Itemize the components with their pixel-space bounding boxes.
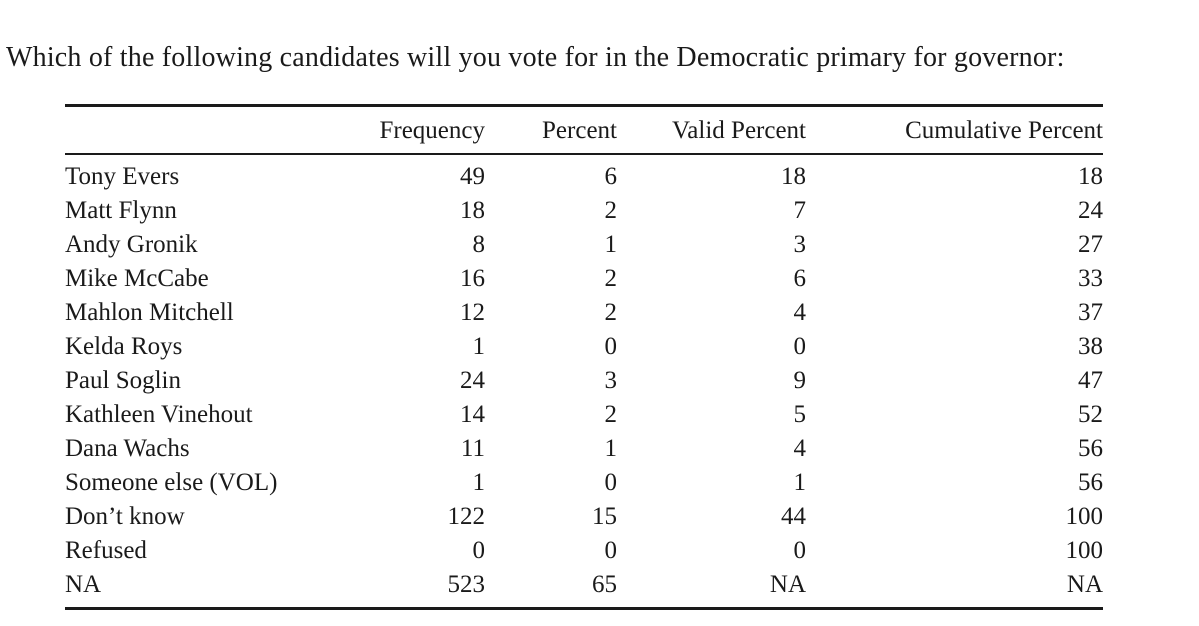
cell-cumulative-percent: 37	[1078, 299, 1103, 326]
cell-valid-percent: 4	[793, 299, 807, 326]
cell-valid-percent: 18	[781, 163, 806, 190]
row-label: Paul Soglin	[65, 367, 181, 394]
table-body: Tony Evers 49 6 18 18 Matt Flynn 18 2 7 …	[65, 154, 1103, 609]
cell-valid-percent: 1	[793, 469, 807, 496]
cell-valid-percent: 9	[793, 367, 807, 394]
row-label: Kelda Roys	[65, 333, 183, 360]
cell-percent: 0	[604, 537, 618, 564]
table-row: Someone else (VOL) 1 0 1 56	[65, 466, 1103, 500]
cell-valid-percent: 3	[793, 231, 807, 258]
row-label: Mike McCabe	[65, 265, 209, 292]
row-label: Mahlon Mitchell	[65, 299, 234, 326]
table-row: Tony Evers 49 6 18 18	[65, 154, 1103, 194]
cell-frequency: 18	[460, 197, 485, 224]
cell-frequency: 0	[472, 537, 486, 564]
column-header-frequency: Frequency	[360, 105, 485, 155]
cell-percent: 0	[604, 333, 618, 360]
table-row: NA 523 65 NA NA	[65, 568, 1103, 609]
cell-percent: 3	[604, 367, 618, 394]
cell-cumulative-percent: 47	[1078, 367, 1103, 394]
frequency-table-wrap: Frequency Percent Valid Percent Cumulati…	[65, 104, 1199, 610]
cell-percent: 1	[604, 435, 618, 462]
row-label: Someone else (VOL)	[65, 469, 278, 496]
cell-valid-percent: 0	[793, 333, 807, 360]
cell-valid-percent: 7	[793, 197, 807, 224]
table-row: Kathleen Vinehout 14 2 5 52	[65, 398, 1103, 432]
cell-frequency: 1	[472, 333, 486, 360]
cell-cumulative-percent: 52	[1078, 401, 1103, 428]
row-label: Kathleen Vinehout	[65, 401, 253, 428]
cell-valid-percent: 5	[793, 401, 807, 428]
table-row: Refused 0 0 0 100	[65, 534, 1103, 568]
row-label: Andy Gronik	[65, 231, 198, 258]
cell-frequency: 14	[460, 401, 485, 428]
cell-frequency: 24	[460, 367, 485, 394]
cell-cumulative-percent: 24	[1078, 197, 1103, 224]
frequency-table: Frequency Percent Valid Percent Cumulati…	[65, 104, 1103, 610]
cell-cumulative-percent: 100	[1065, 537, 1104, 564]
row-label: Matt Flynn	[65, 197, 177, 224]
corner-cell	[65, 105, 360, 155]
cell-percent: 0	[604, 469, 618, 496]
cell-percent: 2	[604, 401, 618, 428]
cell-frequency: 122	[447, 503, 486, 530]
cell-percent: 6	[604, 163, 618, 190]
cell-frequency: 1	[472, 469, 486, 496]
table-row: Kelda Roys 1 0 0 38	[65, 330, 1103, 364]
row-label: Refused	[65, 537, 147, 564]
row-label: Dana Wachs	[65, 435, 190, 462]
cell-cumulative-percent: 100	[1065, 503, 1104, 530]
cell-cumulative-percent: 38	[1078, 333, 1103, 360]
header-row: Frequency Percent Valid Percent Cumulati…	[65, 105, 1103, 155]
cell-valid-percent: 44	[781, 503, 806, 530]
column-header-valid-percent: Valid Percent	[617, 105, 806, 155]
cell-cumulative-percent: NA	[1066, 571, 1103, 598]
cell-valid-percent: NA	[769, 571, 806, 598]
table-row: Don’t know 122 15 44 100	[65, 500, 1103, 534]
table-row: Matt Flynn 18 2 7 24	[65, 194, 1103, 228]
table-row: Paul Soglin 24 3 9 47	[65, 364, 1103, 398]
cell-frequency: 8	[472, 231, 486, 258]
column-header-cumulative-percent: Cumulative Percent	[806, 105, 1103, 155]
question-text: Which of the following candidates will y…	[6, 42, 1065, 73]
cell-frequency: 49	[460, 163, 485, 190]
cell-valid-percent: 4	[793, 435, 807, 462]
table-row: Mahlon Mitchell 12 2 4 37	[65, 296, 1103, 330]
row-label: Don’t know	[65, 503, 185, 530]
cell-valid-percent: 0	[793, 537, 807, 564]
table-header: Frequency Percent Valid Percent Cumulati…	[65, 105, 1103, 155]
cell-frequency: 16	[460, 265, 485, 292]
table-row: Andy Gronik 8 1 3 27	[65, 228, 1103, 262]
cell-frequency: 11	[460, 435, 485, 462]
cell-cumulative-percent: 33	[1078, 265, 1103, 292]
row-label: Tony Evers	[65, 163, 180, 190]
table-row: Dana Wachs 11 1 4 56	[65, 432, 1103, 466]
cell-frequency: 12	[460, 299, 485, 326]
cell-valid-percent: 6	[793, 265, 807, 292]
column-header-percent: Percent	[485, 105, 617, 155]
cell-percent: 15	[592, 503, 617, 530]
cell-percent: 2	[604, 197, 618, 224]
cell-cumulative-percent: 27	[1078, 231, 1103, 258]
cell-cumulative-percent: 56	[1078, 435, 1103, 462]
cell-percent: 65	[592, 571, 617, 598]
cell-percent: 1	[604, 231, 618, 258]
cell-cumulative-percent: 56	[1078, 469, 1103, 496]
cell-percent: 2	[604, 299, 618, 326]
table-row: Mike McCabe 16 2 6 33	[65, 262, 1103, 296]
cell-percent: 2	[604, 265, 618, 292]
cell-frequency: 523	[447, 571, 486, 598]
cell-cumulative-percent: 18	[1078, 163, 1103, 190]
row-label: NA	[65, 571, 102, 598]
